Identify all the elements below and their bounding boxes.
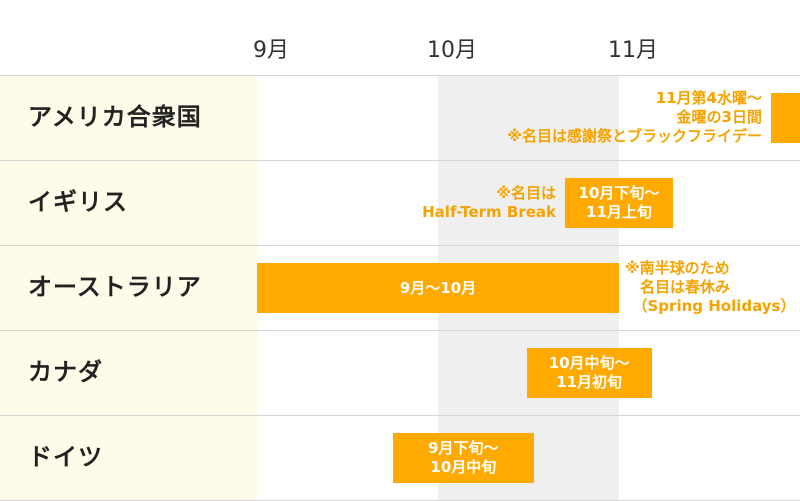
row-divider bbox=[0, 245, 800, 246]
row-divider bbox=[0, 415, 800, 416]
x-tick-label: 11月 bbox=[608, 38, 658, 63]
holiday-bar bbox=[771, 93, 800, 143]
row-divider bbox=[0, 160, 800, 161]
row-divider bbox=[0, 330, 800, 331]
row-divider bbox=[0, 75, 800, 76]
bar-annotation: 11月第4水曜～ 金曜の3日間 ※名目は感謝祭とブラックフライデー bbox=[507, 89, 762, 145]
category-label: イギリス bbox=[28, 188, 128, 216]
bar-annotation: ※南半球のため 名目は春休み （Spring Holidays） bbox=[625, 259, 796, 315]
x-tick-label: 9月 bbox=[253, 38, 289, 63]
category-label: ドイツ bbox=[28, 443, 103, 471]
bar-annotation: ※名目は Half-Term Break bbox=[422, 183, 556, 221]
holiday-bar: 10月中旬～ 11月初旬 bbox=[526, 348, 652, 398]
category-column-background bbox=[0, 75, 257, 500]
category-label: アメリカ合衆国 bbox=[28, 103, 202, 131]
holiday-bar: 9月～10月 bbox=[257, 263, 619, 313]
holiday-bar: 9月下旬～ 10月中旬 bbox=[392, 433, 534, 483]
category-label: オーストラリア bbox=[28, 273, 202, 301]
holiday-bar: 10月下旬～ 11月上旬 bbox=[564, 178, 674, 228]
category-label: カナダ bbox=[28, 358, 103, 386]
x-tick-label: 10月 bbox=[427, 38, 477, 63]
